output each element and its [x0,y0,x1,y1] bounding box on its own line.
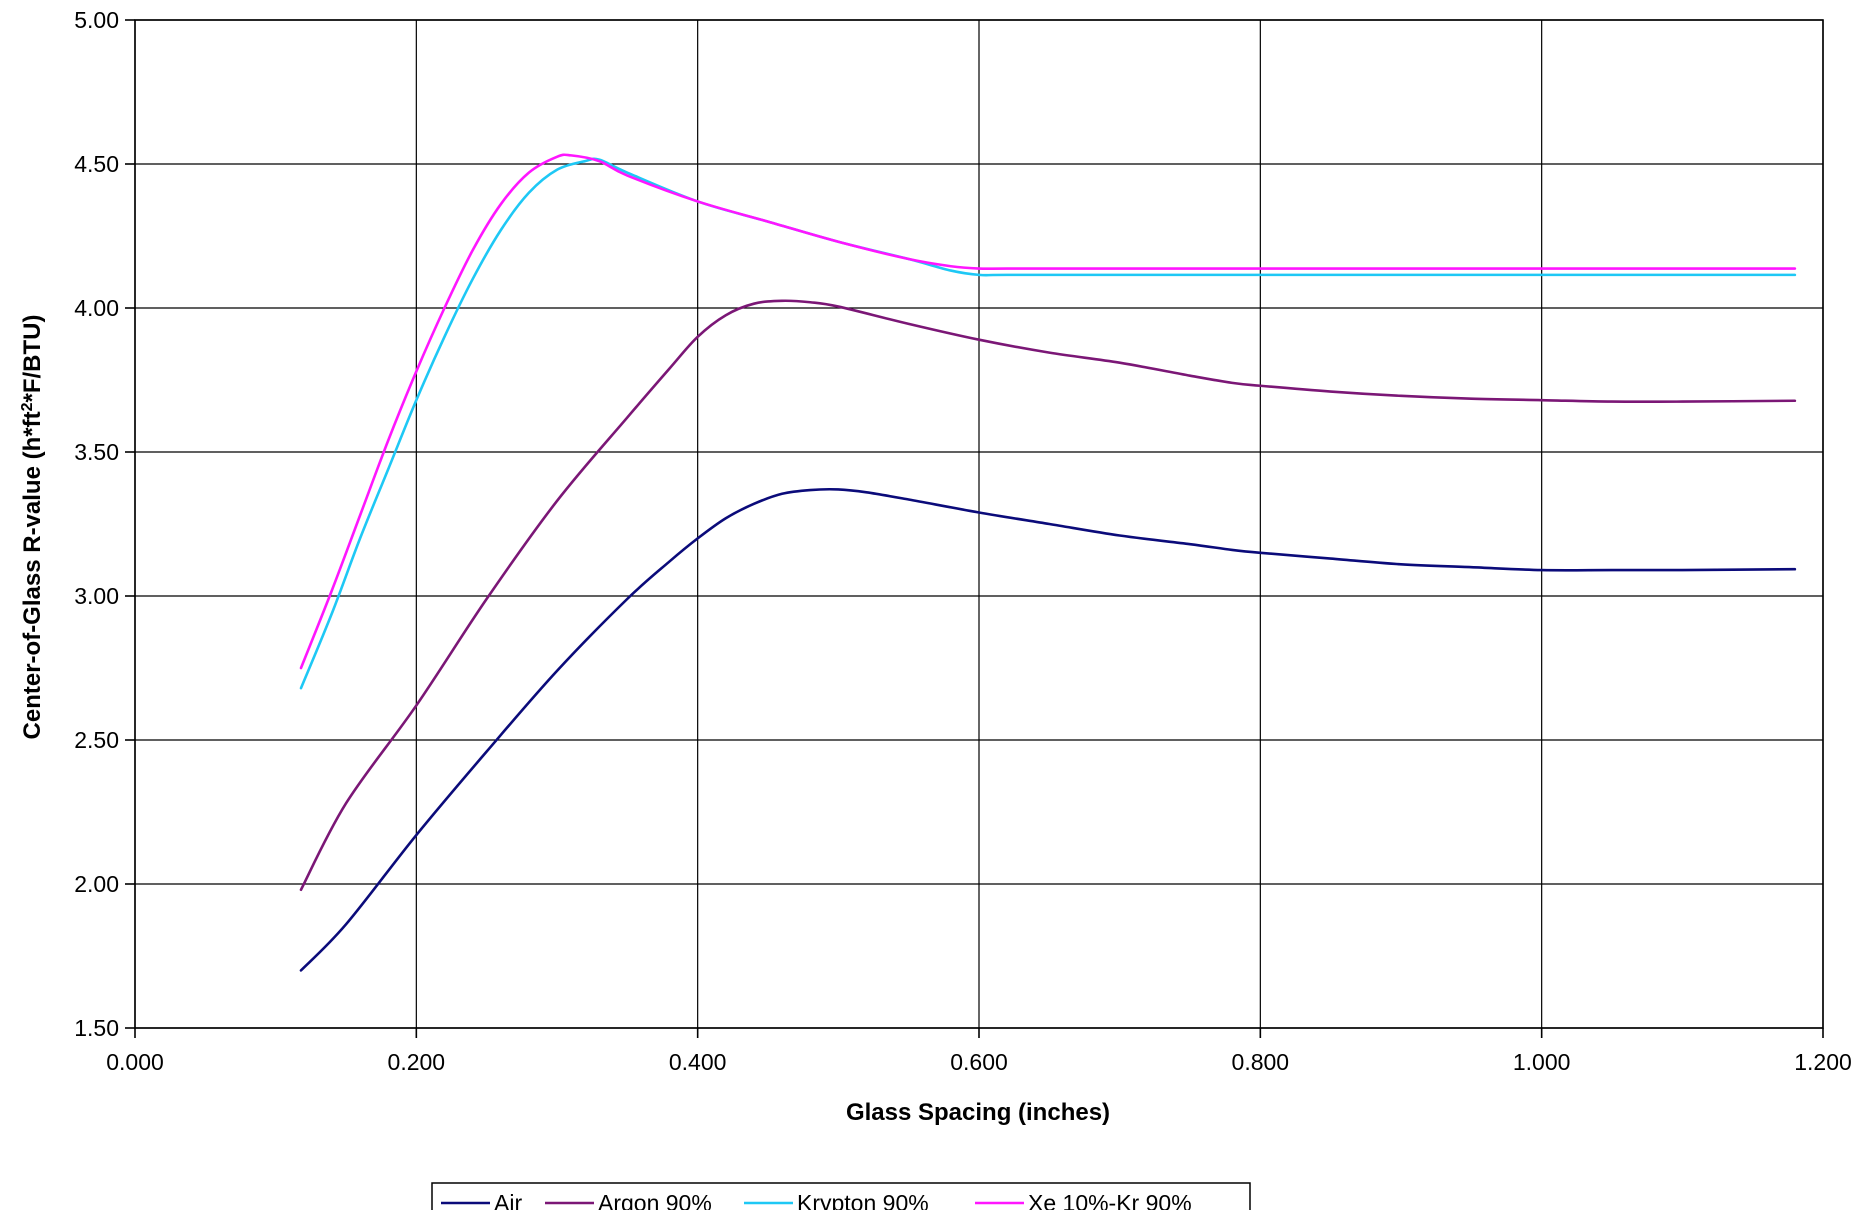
legend-label-xe-kr: Xe 10%-Kr 90% [1028,1190,1192,1210]
legend-box [431,1182,1251,1210]
tick-labels: 0.000 0.200 0.400 0.600 0.800 1.000 1.200 1.50 2… [74,7,1852,1075]
x-tick-label: 0.200 [388,1049,446,1075]
legend-label-air: Air [494,1190,522,1210]
legend: Air Argon 90% Krypton 90% Xe 10%-Kr 90% [431,1182,1251,1210]
x-tick-label: 0.600 [950,1049,1008,1075]
y-axis-title-main: Center-of-Glass R-value (h*ft [19,411,46,739]
series-line-xe-10-kr-90 [299,153,1797,670]
x-tick-label: 0.400 [669,1049,727,1075]
x-tick-label: 0.000 [106,1049,164,1075]
x-tick-label: 1.000 [1513,1049,1571,1075]
y-tick-label: 2.50 [74,727,119,753]
y-tick-label: 3.00 [74,583,119,609]
axes [125,19,1824,1038]
series-line-argon-90 [299,299,1797,892]
y-tick-label: 2.00 [74,871,119,897]
y-tick-label: 1.50 [74,1015,119,1041]
y-tick-label: 4.00 [74,295,119,321]
x-axis-title: Glass Spacing (inches) [846,1099,1110,1126]
series-lines [299,153,1797,972]
legend-label-argon: Argon 90% [598,1190,712,1210]
series-line-air [299,487,1797,972]
y-axis-title-unit: *F/BTU) [19,315,46,403]
y-tick-label: 3.50 [74,439,119,465]
y-tick-label: 4.50 [74,151,119,177]
y-tick-label: 5.00 [74,7,119,33]
y-axis-title-superscript: 2 [19,402,36,411]
x-tick-label: 0.800 [1232,1049,1290,1075]
legend-label-krypton: Krypton 90% [797,1190,929,1210]
y-axis-title: Center-of-Glass R-value (h*ft2*F/BTU) [19,315,47,740]
x-tick-label: 1.200 [1794,1049,1852,1075]
